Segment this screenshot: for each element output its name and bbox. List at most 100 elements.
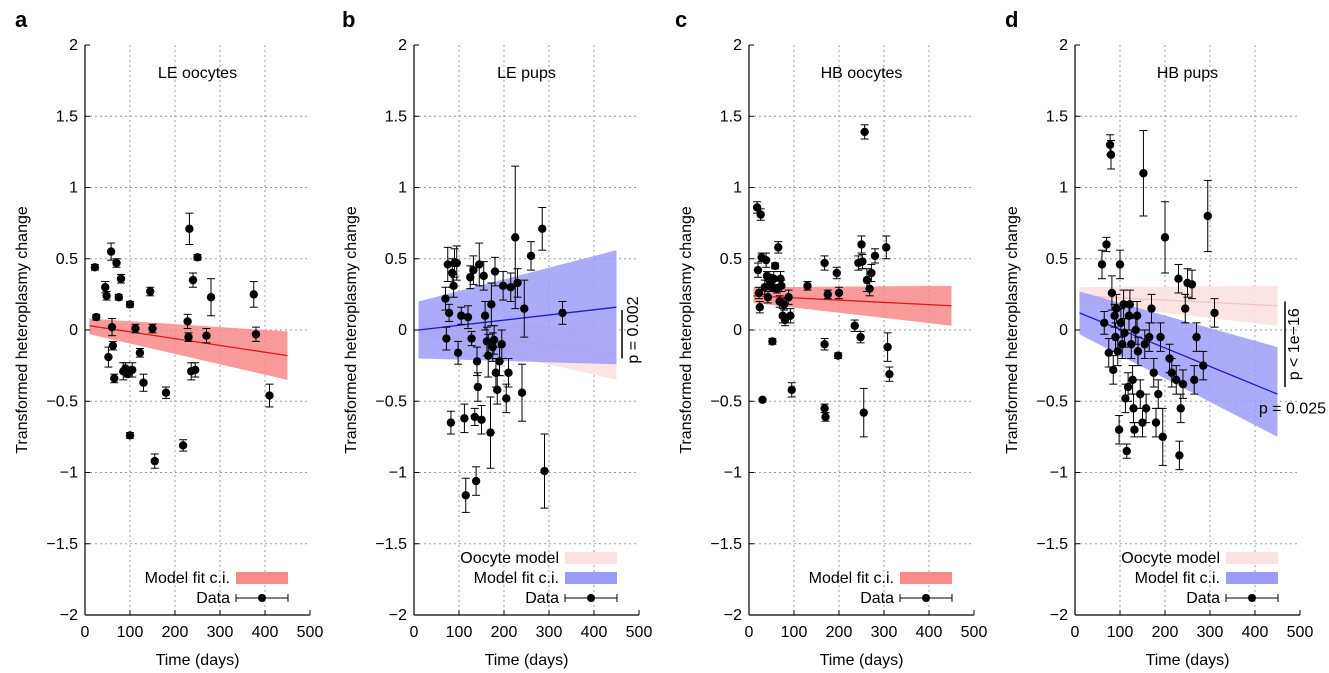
data-point bbox=[1147, 304, 1156, 313]
data-point bbox=[1160, 233, 1170, 242]
y-axis-label: Transformed heteroplasmy change bbox=[14, 206, 31, 454]
y-tick-label: 1.5 bbox=[720, 108, 742, 125]
legend-data-marker bbox=[922, 594, 930, 602]
data-point bbox=[858, 257, 867, 266]
x-tick-label: 300 bbox=[871, 624, 898, 641]
data-point bbox=[139, 378, 148, 387]
y-tick-label: −2 bbox=[724, 607, 742, 624]
legend-label: Data bbox=[1186, 590, 1220, 607]
y-tick-label: 0 bbox=[69, 322, 78, 339]
data-point bbox=[452, 258, 461, 268]
data-point bbox=[513, 278, 522, 288]
data-point bbox=[754, 288, 764, 298]
data-point bbox=[1129, 404, 1138, 413]
data-point bbox=[1125, 300, 1135, 309]
x-axis-label: Time (days) bbox=[820, 652, 904, 669]
data-point bbox=[1151, 418, 1161, 427]
x-tick-label: 400 bbox=[916, 624, 943, 641]
y-tick-label: −1.5 bbox=[46, 536, 78, 553]
data-point bbox=[104, 352, 113, 362]
y-axis-label: Transformed heteroplasmy change bbox=[678, 206, 695, 454]
data-point bbox=[1145, 332, 1154, 342]
data-point bbox=[161, 388, 171, 397]
data-point bbox=[193, 253, 202, 262]
series-2-fit-line bbox=[1079, 312, 1278, 395]
y-tick-label: −0.5 bbox=[46, 393, 78, 410]
panel-title: HB pups bbox=[1157, 65, 1218, 82]
data-point bbox=[883, 342, 892, 352]
data-point bbox=[1210, 308, 1219, 318]
data-point bbox=[1130, 425, 1139, 434]
legend-label: Model fit c.i. bbox=[474, 570, 559, 587]
legend-label: Model fit c.i. bbox=[1135, 570, 1220, 587]
data-point bbox=[859, 408, 868, 417]
data-point bbox=[832, 268, 841, 278]
data-point bbox=[460, 414, 469, 423]
data-point bbox=[820, 404, 829, 413]
data-point bbox=[779, 300, 789, 309]
data-point bbox=[202, 331, 211, 340]
data-point bbox=[1113, 347, 1122, 356]
data-point bbox=[1175, 451, 1184, 460]
data-point bbox=[1156, 332, 1165, 342]
data-point bbox=[472, 357, 482, 366]
data-point bbox=[833, 351, 843, 360]
panel-title: HB oocytes bbox=[821, 65, 903, 82]
data-point bbox=[114, 293, 123, 302]
data-point bbox=[448, 268, 457, 278]
panel-letter: c bbox=[675, 7, 687, 32]
data-point bbox=[206, 293, 216, 302]
y-tick-label: −1.5 bbox=[710, 536, 742, 553]
y-tick-label: 2 bbox=[1059, 37, 1068, 54]
data-point bbox=[755, 303, 764, 312]
panel-letter: d bbox=[1005, 7, 1018, 32]
legend-label: Oocyte model bbox=[1121, 550, 1220, 567]
data-point bbox=[251, 330, 261, 339]
data-point bbox=[498, 281, 508, 291]
data-point bbox=[1192, 332, 1201, 342]
y-axis-label: Transformed heteroplasmy change bbox=[343, 206, 360, 454]
data-point bbox=[520, 304, 529, 313]
y-tick-label: 0 bbox=[733, 322, 742, 339]
data-point bbox=[125, 300, 135, 309]
y-tick-label: −1.5 bbox=[1036, 536, 1068, 553]
data-point bbox=[752, 203, 762, 212]
y-tick-label: 1.5 bbox=[385, 108, 407, 125]
data-point bbox=[128, 365, 137, 375]
y-tick-label: 2 bbox=[398, 37, 407, 54]
data-point bbox=[441, 294, 450, 303]
data-point bbox=[463, 312, 473, 322]
data-point bbox=[1203, 211, 1212, 221]
data-point bbox=[1105, 140, 1115, 149]
data-point bbox=[1133, 347, 1143, 356]
data-point bbox=[146, 287, 155, 296]
x-tick-label: 500 bbox=[1287, 624, 1314, 641]
x-tick-label: 300 bbox=[1197, 624, 1224, 641]
data-point bbox=[885, 369, 894, 379]
data-point bbox=[823, 290, 832, 299]
data-point bbox=[467, 334, 476, 343]
y-tick-label: 0.5 bbox=[720, 251, 742, 268]
y-tick-label: 1 bbox=[1059, 180, 1068, 197]
data-point bbox=[1124, 311, 1134, 320]
data-point bbox=[188, 275, 198, 285]
data-point bbox=[786, 311, 795, 320]
data-point bbox=[489, 335, 499, 345]
data-point bbox=[265, 391, 274, 400]
data-point bbox=[540, 466, 549, 476]
data-point bbox=[763, 293, 773, 302]
y-tick-label: 1 bbox=[69, 180, 78, 197]
data-point bbox=[777, 281, 786, 291]
data-point bbox=[249, 290, 258, 299]
data-point bbox=[1110, 311, 1119, 320]
data-point bbox=[770, 261, 780, 271]
data-point bbox=[493, 385, 502, 395]
legend-swatch bbox=[236, 572, 288, 584]
data-point bbox=[1097, 260, 1107, 269]
legend-label: Oocyte model bbox=[460, 550, 559, 567]
x-tick-label: 200 bbox=[491, 624, 518, 641]
data-point bbox=[102, 291, 111, 300]
series-1-band bbox=[1079, 285, 1278, 326]
y-tick-label: 2 bbox=[69, 37, 78, 54]
data-point bbox=[1141, 404, 1151, 413]
